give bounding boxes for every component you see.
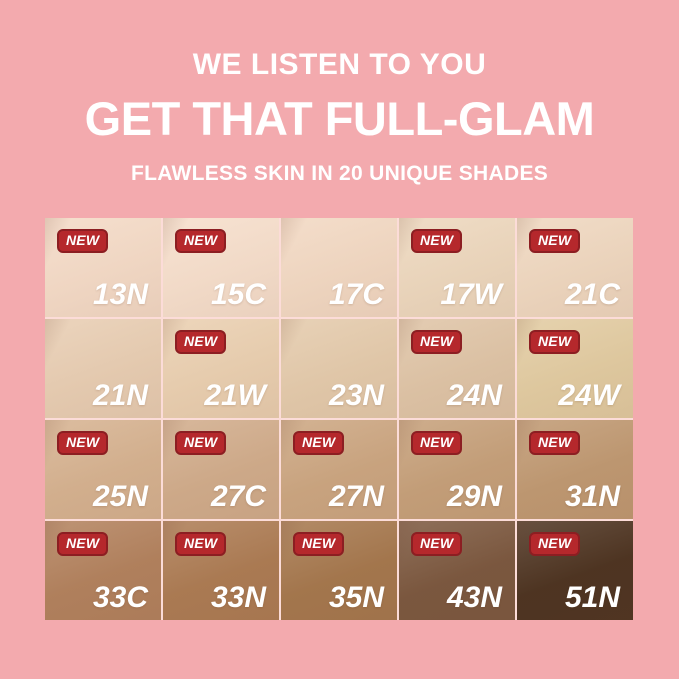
shade-swatch: 21N bbox=[45, 319, 161, 418]
shade-swatch: 17C bbox=[281, 218, 397, 317]
shade-grid: NEW 13N NEW 15C 17C NEW 17W NEW 21C 21N … bbox=[45, 218, 633, 620]
shade-swatch: NEW 13N bbox=[45, 218, 161, 317]
new-badge: NEW bbox=[175, 431, 227, 455]
new-badge: NEW bbox=[411, 330, 463, 354]
new-badge: NEW bbox=[411, 532, 463, 556]
new-badge: NEW bbox=[411, 229, 463, 253]
shade-swatch: NEW 29N bbox=[399, 420, 515, 519]
shade-label: 13N bbox=[92, 278, 148, 311]
shade-label: 31N bbox=[564, 480, 620, 513]
shade-label: 33C bbox=[92, 581, 148, 614]
shade-label: 21N bbox=[92, 379, 148, 412]
new-badge: NEW bbox=[411, 431, 463, 455]
shade-swatch: NEW 24N bbox=[399, 319, 515, 418]
shade-label: 35N bbox=[328, 581, 384, 614]
header-tagline: FLAWLESS SKIN IN 20 UNIQUE SHADES bbox=[130, 162, 549, 185]
shade-swatch: NEW 43N bbox=[399, 521, 515, 620]
shade-swatch: 23N bbox=[281, 319, 397, 418]
shade-label: 25N bbox=[92, 480, 148, 513]
shade-swatch: NEW 17W bbox=[399, 218, 515, 317]
shade-label: 24W bbox=[558, 379, 620, 412]
new-badge: NEW bbox=[529, 532, 581, 556]
shade-label: 24N bbox=[446, 379, 502, 412]
new-badge: NEW bbox=[57, 532, 109, 556]
shade-swatch: NEW 27N bbox=[281, 420, 397, 519]
header-subtitle: WE LISTEN TO YOU bbox=[192, 48, 487, 81]
shade-label: 27C bbox=[210, 480, 266, 513]
shade-swatch: NEW 33C bbox=[45, 521, 161, 620]
shade-swatch: NEW 35N bbox=[281, 521, 397, 620]
shade-swatch: NEW 21W bbox=[163, 319, 279, 418]
new-badge: NEW bbox=[293, 431, 345, 455]
shade-label: 21W bbox=[204, 379, 266, 412]
shade-label: 17W bbox=[440, 278, 502, 311]
shade-swatch: NEW 21C bbox=[517, 218, 633, 317]
shade-label: 27N bbox=[328, 480, 384, 513]
shade-swatch: NEW 31N bbox=[517, 420, 633, 519]
new-badge: NEW bbox=[529, 431, 581, 455]
shade-label: 51N bbox=[564, 581, 620, 614]
shade-label: 21C bbox=[564, 278, 620, 311]
shade-label: 15C bbox=[210, 278, 266, 311]
shade-swatch: NEW 33N bbox=[163, 521, 279, 620]
new-badge: NEW bbox=[529, 229, 581, 253]
new-badge: NEW bbox=[57, 229, 109, 253]
shade-label: 33N bbox=[210, 581, 266, 614]
shade-swatch: NEW 24W bbox=[517, 319, 633, 418]
shade-swatch: NEW 15C bbox=[163, 218, 279, 317]
new-badge: NEW bbox=[57, 431, 109, 455]
new-badge: NEW bbox=[175, 532, 227, 556]
shade-label: 17C bbox=[328, 278, 384, 311]
new-badge: NEW bbox=[529, 330, 581, 354]
shade-swatch: NEW 25N bbox=[45, 420, 161, 519]
promo-header: WE LISTEN TO YOU GET THAT FULL-GLAM FLAW… bbox=[0, 48, 679, 186]
shade-label: 23N bbox=[328, 379, 384, 412]
shade-swatch: NEW 51N bbox=[517, 521, 633, 620]
new-badge: NEW bbox=[175, 229, 227, 253]
shade-label: 29N bbox=[446, 480, 502, 513]
new-badge: NEW bbox=[175, 330, 227, 354]
header-title: GET THAT FULL-GLAM bbox=[84, 92, 595, 145]
shade-label: 43N bbox=[446, 581, 502, 614]
new-badge: NEW bbox=[293, 532, 345, 556]
shade-swatch: NEW 27C bbox=[163, 420, 279, 519]
